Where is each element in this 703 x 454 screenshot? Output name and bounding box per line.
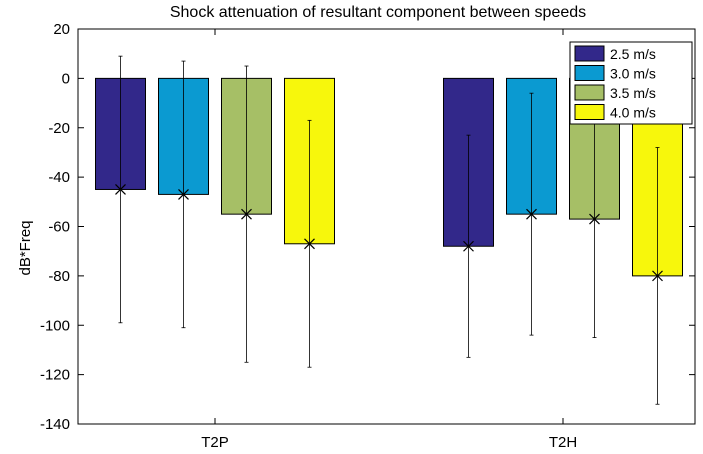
mean-marker [463,240,474,252]
mean-marker-stroke [589,213,600,225]
y-tick-label: -140 [40,416,70,433]
mean-marker [115,184,126,195]
mean-marker-stroke [652,270,663,282]
y-tick-label: -80 [48,268,70,285]
legend-label: 3.0 m/s [610,66,656,82]
legend-item: 3.5 m/s [574,84,656,101]
mean-marker [589,213,600,225]
y-tick-label: -100 [40,317,70,334]
mean-marker [178,188,189,200]
mean-marker-stroke [463,240,474,252]
mean-marker-stroke [304,238,315,250]
legend-label: 4.0 m/s [610,105,656,121]
mean-marker [652,270,663,282]
legend-label: 2.5 m/s [610,46,656,62]
legend-item: 3.0 m/s [574,65,656,82]
mean-marker-stroke [526,208,537,220]
legend-swatch [574,65,605,81]
legend: 2.5 m/s 3.0 m/s 3.5 m/s 4.0 m/s [569,41,693,125]
y-tick-label: -120 [40,367,70,384]
y-tick-label: -60 [48,219,70,236]
mean-marker-stroke [178,188,189,200]
legend-swatch [574,104,605,120]
y-tick-label: -40 [48,169,70,186]
legend-swatch [574,84,605,101]
mean-marker [304,238,315,250]
legend-swatch [574,45,605,62]
x-axis: T2P T2H [201,29,577,451]
y-tick-label: 0 [62,70,70,87]
x-tick-label: T2H [549,434,577,451]
x-tick-label: T2P [201,434,229,451]
y-tick-label: -20 [48,120,70,137]
mean-marker [526,208,537,220]
mean-marker-stroke [241,208,252,220]
legend-item: 4.0 m/s [574,104,656,121]
y-axis-label: dB*Freq [17,220,34,275]
y-tick-label: 20 [53,21,70,38]
legend-item: 2.5 m/s [574,45,656,62]
mean-marker [241,208,252,220]
legend-label: 3.5 m/s [610,85,656,101]
mean-marker-stroke [115,184,126,195]
y-axis: 20 0 -20 -40 -60 -80 -100 -120 -140 [40,21,695,433]
chart-title: Shock attenuation of resultant component… [170,4,586,21]
